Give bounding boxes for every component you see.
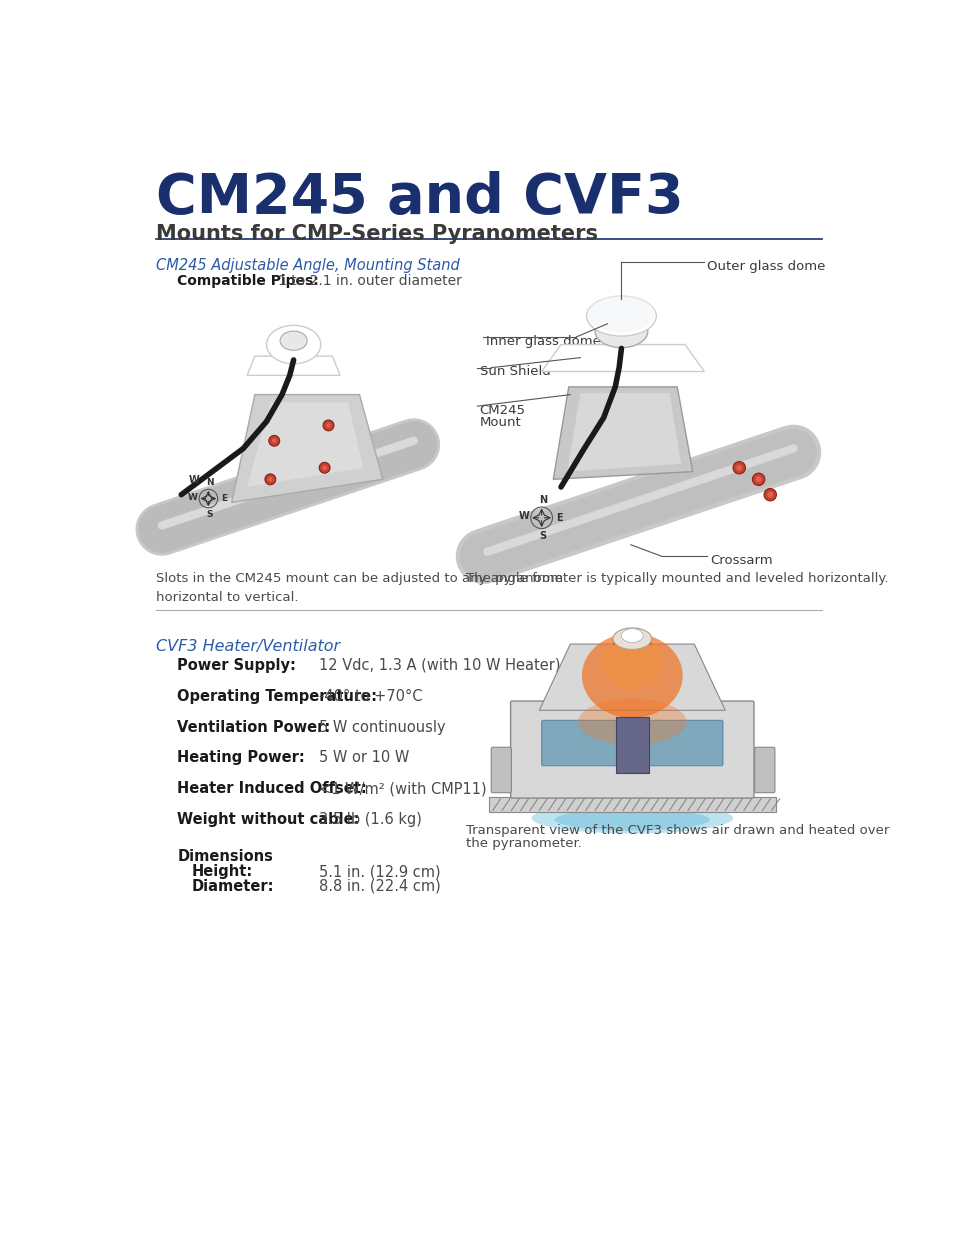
- Text: Outer glass dome: Outer glass dome: [706, 259, 824, 273]
- Polygon shape: [567, 393, 680, 472]
- Text: Slots in the CM245 mount can be adjusted to any angle from
horizontal to vertica: Slots in the CM245 mount can be adjusted…: [155, 572, 562, 604]
- Text: W: W: [189, 474, 199, 484]
- Text: 12 Vdc, 1.3 A (with 10 W Heater): 12 Vdc, 1.3 A (with 10 W Heater): [319, 658, 560, 673]
- Polygon shape: [553, 387, 692, 479]
- Circle shape: [323, 420, 334, 431]
- Text: N: N: [206, 478, 213, 487]
- Text: The pyranometer is typically mounted and leveled horizontally.: The pyranometer is typically mounted and…: [465, 572, 887, 584]
- Ellipse shape: [595, 315, 647, 347]
- Ellipse shape: [612, 627, 651, 650]
- Text: <1 W/m² (with CMP11): <1 W/m² (with CMP11): [319, 782, 486, 797]
- Circle shape: [269, 436, 279, 446]
- Polygon shape: [538, 645, 724, 710]
- Circle shape: [766, 492, 773, 498]
- Circle shape: [763, 489, 776, 501]
- Text: Power Supply:: Power Supply:: [177, 658, 296, 673]
- Text: Mount: Mount: [479, 416, 521, 429]
- Ellipse shape: [578, 699, 686, 745]
- Text: Weight without cable:: Weight without cable:: [177, 811, 359, 827]
- Ellipse shape: [280, 331, 307, 351]
- Text: 3.5 lb (1.6 kg): 3.5 lb (1.6 kg): [319, 811, 421, 827]
- Text: 5 W continuously: 5 W continuously: [319, 720, 445, 735]
- Text: Heating Power:: Heating Power:: [177, 751, 305, 766]
- Ellipse shape: [531, 803, 732, 834]
- Text: Mounts for CMP-Series Pyranometers: Mounts for CMP-Series Pyranometers: [155, 224, 597, 243]
- Text: Diameter:: Diameter:: [192, 879, 274, 894]
- Ellipse shape: [587, 295, 655, 332]
- Circle shape: [752, 473, 764, 485]
- Circle shape: [732, 462, 744, 474]
- Text: Compatible Pipes:: Compatible Pipes:: [177, 274, 319, 288]
- Text: W: W: [517, 511, 529, 521]
- Ellipse shape: [266, 325, 320, 364]
- Text: E: E: [556, 513, 562, 522]
- Ellipse shape: [620, 629, 642, 642]
- Text: the pyranometer.: the pyranometer.: [465, 837, 581, 851]
- Circle shape: [755, 477, 760, 483]
- Text: 8.8 in. (22.4 cm): 8.8 in. (22.4 cm): [319, 879, 440, 894]
- FancyBboxPatch shape: [616, 718, 648, 773]
- Text: Ventilation Power:: Ventilation Power:: [177, 720, 331, 735]
- FancyBboxPatch shape: [754, 747, 774, 793]
- Circle shape: [322, 466, 327, 471]
- Text: 1 to 2.1 in. outer diameter: 1 to 2.1 in. outer diameter: [278, 274, 461, 288]
- Text: S: S: [539, 531, 546, 541]
- Text: CM245 Adjustable Angle, Mounting Stand: CM245 Adjustable Angle, Mounting Stand: [155, 258, 459, 273]
- Polygon shape: [247, 403, 363, 487]
- Text: CM245 and CVF3: CM245 and CVF3: [155, 172, 682, 225]
- Text: N: N: [538, 495, 547, 505]
- Ellipse shape: [581, 634, 682, 718]
- Circle shape: [736, 464, 741, 471]
- Text: -40° to +70°C: -40° to +70°C: [319, 689, 422, 704]
- FancyBboxPatch shape: [510, 701, 753, 798]
- Text: 5.1 in. (12.9 cm): 5.1 in. (12.9 cm): [319, 864, 440, 879]
- Ellipse shape: [555, 809, 709, 830]
- Text: 5 W or 10 W: 5 W or 10 W: [319, 751, 409, 766]
- Text: Dimensions: Dimensions: [177, 848, 273, 864]
- Circle shape: [326, 424, 331, 427]
- Polygon shape: [232, 395, 382, 503]
- Circle shape: [272, 438, 276, 443]
- Ellipse shape: [586, 296, 656, 336]
- Text: E: E: [221, 494, 228, 503]
- Text: S: S: [207, 510, 213, 519]
- Circle shape: [319, 462, 330, 473]
- Text: Inner glass dome: Inner glass dome: [485, 335, 600, 347]
- Text: Sun Shield: Sun Shield: [479, 366, 550, 378]
- Circle shape: [268, 477, 273, 482]
- Text: Operating Temperature:: Operating Temperature:: [177, 689, 377, 704]
- Ellipse shape: [600, 636, 662, 689]
- FancyBboxPatch shape: [491, 747, 511, 793]
- Text: CVF3 Heater/Ventilator: CVF3 Heater/Ventilator: [155, 640, 339, 655]
- Text: Transparent view of the CVF3 shows air drawn and heated over: Transparent view of the CVF3 shows air d…: [465, 824, 888, 837]
- FancyBboxPatch shape: [541, 720, 722, 766]
- Text: Height:: Height:: [192, 864, 253, 879]
- Bar: [488, 798, 775, 811]
- Text: W: W: [188, 493, 197, 501]
- Polygon shape: [247, 356, 340, 375]
- Text: Crossarm: Crossarm: [709, 555, 772, 567]
- Text: CM245: CM245: [479, 404, 525, 417]
- Circle shape: [265, 474, 275, 484]
- Polygon shape: [541, 345, 703, 372]
- Text: Heater Induced Offset:: Heater Induced Offset:: [177, 782, 367, 797]
